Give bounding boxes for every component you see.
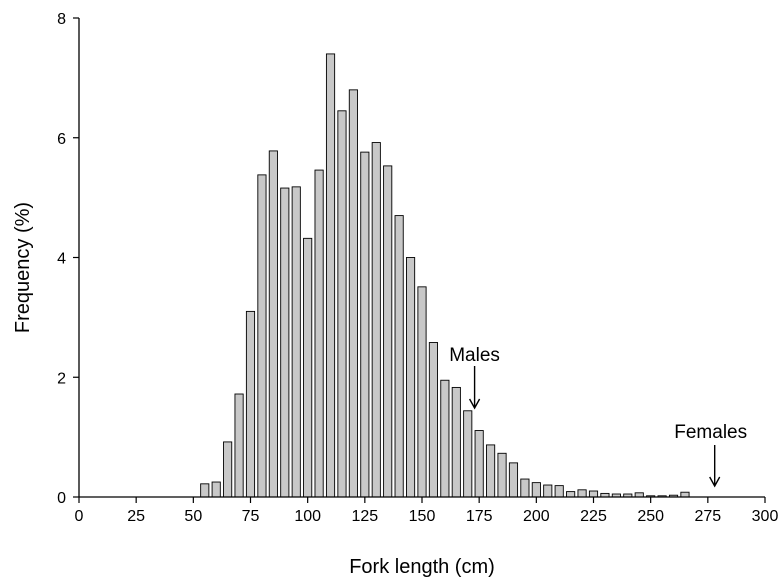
x-tick-label: 300 <box>752 508 779 525</box>
histogram-bar <box>234 393 244 498</box>
x-tick-label: 75 <box>242 508 260 525</box>
histogram-bar <box>223 441 233 498</box>
histogram-bar <box>303 237 313 498</box>
histogram-bar <box>531 482 541 498</box>
males-arrow <box>468 366 481 410</box>
annotations-group: Males Females <box>449 345 747 488</box>
y-tick-label: 4 <box>57 251 66 268</box>
y-tick-label: 0 <box>57 490 66 507</box>
histogram-bar <box>257 174 267 498</box>
histogram-bar <box>508 462 519 498</box>
males-annotation-label: Males <box>449 345 500 366</box>
histogram-bar <box>394 215 404 498</box>
histogram-bar <box>577 489 587 498</box>
x-tick-label: 200 <box>523 508 550 525</box>
histogram-bar <box>337 110 347 498</box>
histogram-bar <box>314 169 324 498</box>
x-axis-title: Fork length (cm) <box>349 556 495 578</box>
x-tick-label: 275 <box>694 508 721 525</box>
histogram-bar <box>383 165 393 498</box>
histogram-bar <box>497 452 507 498</box>
histogram-bar <box>486 444 496 498</box>
histogram-bar <box>200 483 210 498</box>
y-tick-label: 8 <box>57 11 66 28</box>
histogram-bar <box>371 142 381 498</box>
x-tick-label: 100 <box>294 508 321 525</box>
histogram-bar <box>428 342 439 498</box>
histogram-bar <box>280 187 290 498</box>
y-axis-title: Frequency (%) <box>12 202 34 333</box>
histogram-bar <box>417 286 427 498</box>
y-axis-ticks: 0 2 4 6 8 <box>57 11 79 507</box>
histogram-bar <box>406 257 416 498</box>
histogram-bar <box>211 481 221 498</box>
histogram-bar <box>348 89 358 498</box>
histogram-bar <box>291 186 301 498</box>
histogram-bar <box>474 430 484 498</box>
histogram-bar <box>554 485 564 498</box>
x-tick-label: 250 <box>637 508 664 525</box>
histogram-bar <box>566 491 576 498</box>
histogram-bar <box>588 490 599 498</box>
x-tick-label: 50 <box>184 508 202 525</box>
histogram-bar <box>245 310 256 498</box>
histogram-bar <box>543 484 553 498</box>
y-tick-label: 2 <box>57 370 66 387</box>
x-tick-label: 175 <box>466 508 493 525</box>
x-tick-label: 125 <box>351 508 378 525</box>
bars-group <box>200 53 690 498</box>
x-tick-label: 0 <box>75 508 84 525</box>
histogram-bar <box>268 150 278 498</box>
histogram-bar <box>680 491 690 498</box>
histogram-bar <box>360 151 370 498</box>
histogram-bar <box>463 410 473 498</box>
x-tick-label: 150 <box>409 508 436 525</box>
y-tick-label: 6 <box>57 131 66 148</box>
x-tick-label: 225 <box>580 508 607 525</box>
histogram-bar <box>440 379 450 498</box>
females-arrow <box>709 445 721 488</box>
x-axis-ticks: 0 25 50 75 100 125 150 175 200 225 250 275 300 <box>75 497 779 525</box>
females-annotation-label: Females <box>674 422 747 443</box>
histogram-bar <box>325 53 336 498</box>
x-tick-label: 25 <box>127 508 145 525</box>
histogram-bar <box>520 478 530 498</box>
histogram-bar <box>451 386 461 498</box>
